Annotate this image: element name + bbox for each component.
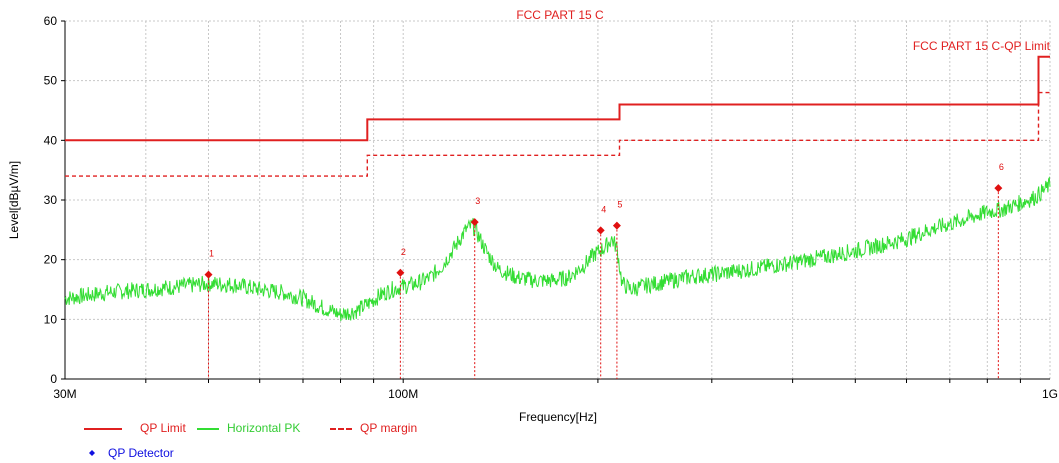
- legend-qp-detector-label: QP Detector: [108, 446, 174, 460]
- qp-margin-line: [65, 91, 1050, 177]
- y-tick-label: 30: [44, 193, 58, 207]
- legend-qp-limit-label: QP Limit: [140, 421, 186, 435]
- tick-labels: 0 10 20 30 40 50 60 30M 100M 1G: [44, 14, 1058, 401]
- marker-5: [612, 221, 621, 230]
- chart-title: FCC PART 15 C: [516, 8, 604, 22]
- y-tick-label: 50: [44, 74, 58, 88]
- marker-5-label: 5: [617, 200, 622, 210]
- horizontal-pk-trace: [64, 176, 1051, 322]
- x-axis-label: Frequency[Hz]: [519, 410, 597, 424]
- legend-horizontal-pk-swatch: [197, 428, 219, 430]
- grid: [65, 20, 1051, 379]
- legend-qp-limit: QP Limit: [84, 421, 204, 437]
- y-tick-label: 60: [44, 14, 58, 28]
- y-tick-label: 10: [44, 312, 58, 326]
- legend-qp-detector: QP Detector: [88, 446, 228, 462]
- marker-1-label: 1: [209, 249, 214, 259]
- y-tick-label: 40: [44, 133, 58, 147]
- marker-4-label: 4: [601, 204, 606, 214]
- marker-3: [470, 218, 479, 227]
- legend-qp-margin: QP margin: [330, 421, 450, 437]
- marker-2-label: 2: [401, 247, 406, 257]
- axes: [61, 20, 1050, 383]
- marker-4: [596, 226, 605, 235]
- marker-3-label: 3: [475, 196, 480, 206]
- legend-qp-margin-swatch: [330, 428, 352, 430]
- x-tick-label: 30M: [53, 387, 76, 401]
- marker-layer: 1 2 3 4 5 6: [204, 162, 1004, 379]
- x-tick-label: 100M: [388, 387, 418, 401]
- y-tick-label: 20: [44, 253, 58, 267]
- limit-label: FCC PART 15 C-QP Limit: [913, 39, 1051, 53]
- legend-horizontal-pk-label: Horizontal PK: [227, 421, 301, 435]
- legend-qp-detector-swatch: [89, 450, 95, 456]
- legend-horizontal-pk: Horizontal PK: [197, 421, 357, 437]
- series-layer: [64, 55, 1051, 322]
- qp-limit-line: [65, 55, 1050, 142]
- y-tick-label: 0: [50, 372, 57, 386]
- y-axis-label: Level[dBµV/m]: [7, 161, 21, 239]
- marker-1: [204, 270, 213, 279]
- marker-6: [994, 184, 1003, 193]
- legend-qp-margin-label: QP margin: [360, 421, 418, 435]
- x-tick-label: 1G: [1042, 387, 1058, 401]
- legend-qp-limit-swatch: [84, 428, 122, 430]
- marker-6-label: 6: [999, 162, 1004, 172]
- marker-2: [396, 268, 405, 277]
